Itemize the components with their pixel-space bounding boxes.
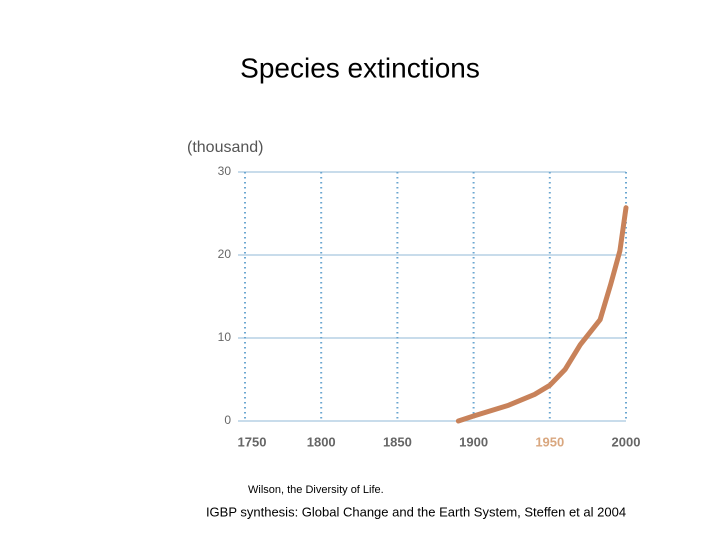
- y-tick-label: 0: [224, 413, 231, 427]
- y-axis-label: (thousand): [187, 139, 264, 156]
- x-tick-label: 1750: [238, 434, 267, 449]
- x-tick-label: 1800: [307, 434, 336, 449]
- chart-title: Species extinctions: [240, 52, 480, 83]
- x-tick-label: 1850: [383, 434, 412, 449]
- citation: IGBP synthesis: Global Change and the Ea…: [206, 504, 626, 519]
- y-tick-label: 30: [218, 164, 232, 178]
- source: Wilson, the Diversity of Life.: [248, 484, 384, 496]
- x-tick-label: 1950: [535, 434, 564, 449]
- line: [455, 205, 629, 424]
- y-tick-label: 20: [218, 247, 232, 261]
- x-tick-label: 1900: [459, 434, 488, 449]
- y-tick-label: 10: [218, 330, 232, 344]
- x-tick-label: 2000: [612, 434, 641, 449]
